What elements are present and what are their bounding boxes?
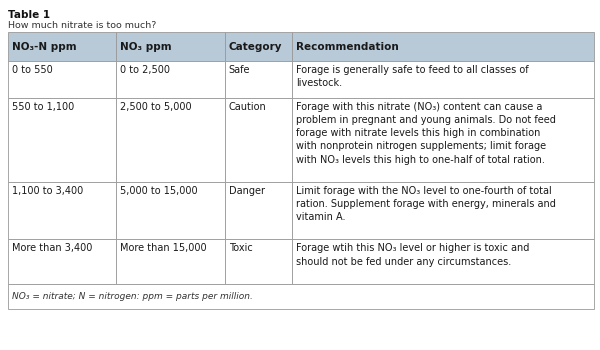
Bar bbox=[8, 284, 594, 309]
Bar bbox=[225, 98, 292, 182]
Bar bbox=[8, 32, 116, 61]
Text: More than 15,000: More than 15,000 bbox=[121, 243, 207, 253]
Bar bbox=[225, 32, 292, 61]
Text: Forage wtih this NO₃ level or higher is toxic and
should not be fed under any ci: Forage wtih this NO₃ level or higher is … bbox=[296, 243, 530, 267]
Text: NO₃ = nitrate; N = nitrogen: ppm = parts per million.: NO₃ = nitrate; N = nitrogen: ppm = parts… bbox=[12, 292, 253, 301]
Bar bbox=[8, 61, 116, 98]
Bar bbox=[8, 98, 116, 182]
Bar bbox=[116, 61, 225, 98]
Text: Forage is generally safe to feed to all classes of
livestock.: Forage is generally safe to feed to all … bbox=[296, 65, 529, 88]
Bar bbox=[8, 239, 116, 284]
Text: Recommendation: Recommendation bbox=[296, 42, 399, 51]
Text: Danger: Danger bbox=[229, 186, 265, 196]
Bar bbox=[116, 98, 225, 182]
Bar bbox=[116, 32, 225, 61]
Text: 0 to 2,500: 0 to 2,500 bbox=[121, 65, 170, 75]
Text: How much nitrate is too much?: How much nitrate is too much? bbox=[8, 21, 157, 30]
Text: 2,500 to 5,000: 2,500 to 5,000 bbox=[121, 102, 192, 112]
Text: NO₃ ppm: NO₃ ppm bbox=[121, 42, 172, 51]
Text: 0 to 550: 0 to 550 bbox=[12, 65, 53, 75]
Bar bbox=[225, 239, 292, 284]
Bar bbox=[292, 98, 594, 182]
Text: Safe: Safe bbox=[229, 65, 250, 75]
Text: 550 to 1,100: 550 to 1,100 bbox=[12, 102, 74, 112]
Text: Forage with this nitrate (NO₃) content can cause a
problem in pregnant and young: Forage with this nitrate (NO₃) content c… bbox=[296, 102, 556, 164]
Bar bbox=[225, 182, 292, 239]
Text: More than 3,400: More than 3,400 bbox=[12, 243, 92, 253]
Text: Caution: Caution bbox=[229, 102, 266, 112]
Text: Limit forage with the NO₃ level to one-fourth of total
ration. Supplement forage: Limit forage with the NO₃ level to one-f… bbox=[296, 186, 556, 223]
Text: Category: Category bbox=[229, 42, 283, 51]
Bar bbox=[225, 61, 292, 98]
Text: 1,100 to 3,400: 1,100 to 3,400 bbox=[12, 186, 83, 196]
Bar bbox=[116, 182, 225, 239]
Bar bbox=[292, 61, 594, 98]
Bar bbox=[116, 239, 225, 284]
Text: NO₃-N ppm: NO₃-N ppm bbox=[12, 42, 77, 51]
Text: Toxic: Toxic bbox=[229, 243, 253, 253]
Bar bbox=[8, 182, 116, 239]
Bar bbox=[292, 182, 594, 239]
Bar bbox=[292, 32, 594, 61]
Text: Table 1: Table 1 bbox=[8, 10, 50, 20]
Text: 5,000 to 15,000: 5,000 to 15,000 bbox=[121, 186, 198, 196]
Bar bbox=[292, 239, 594, 284]
